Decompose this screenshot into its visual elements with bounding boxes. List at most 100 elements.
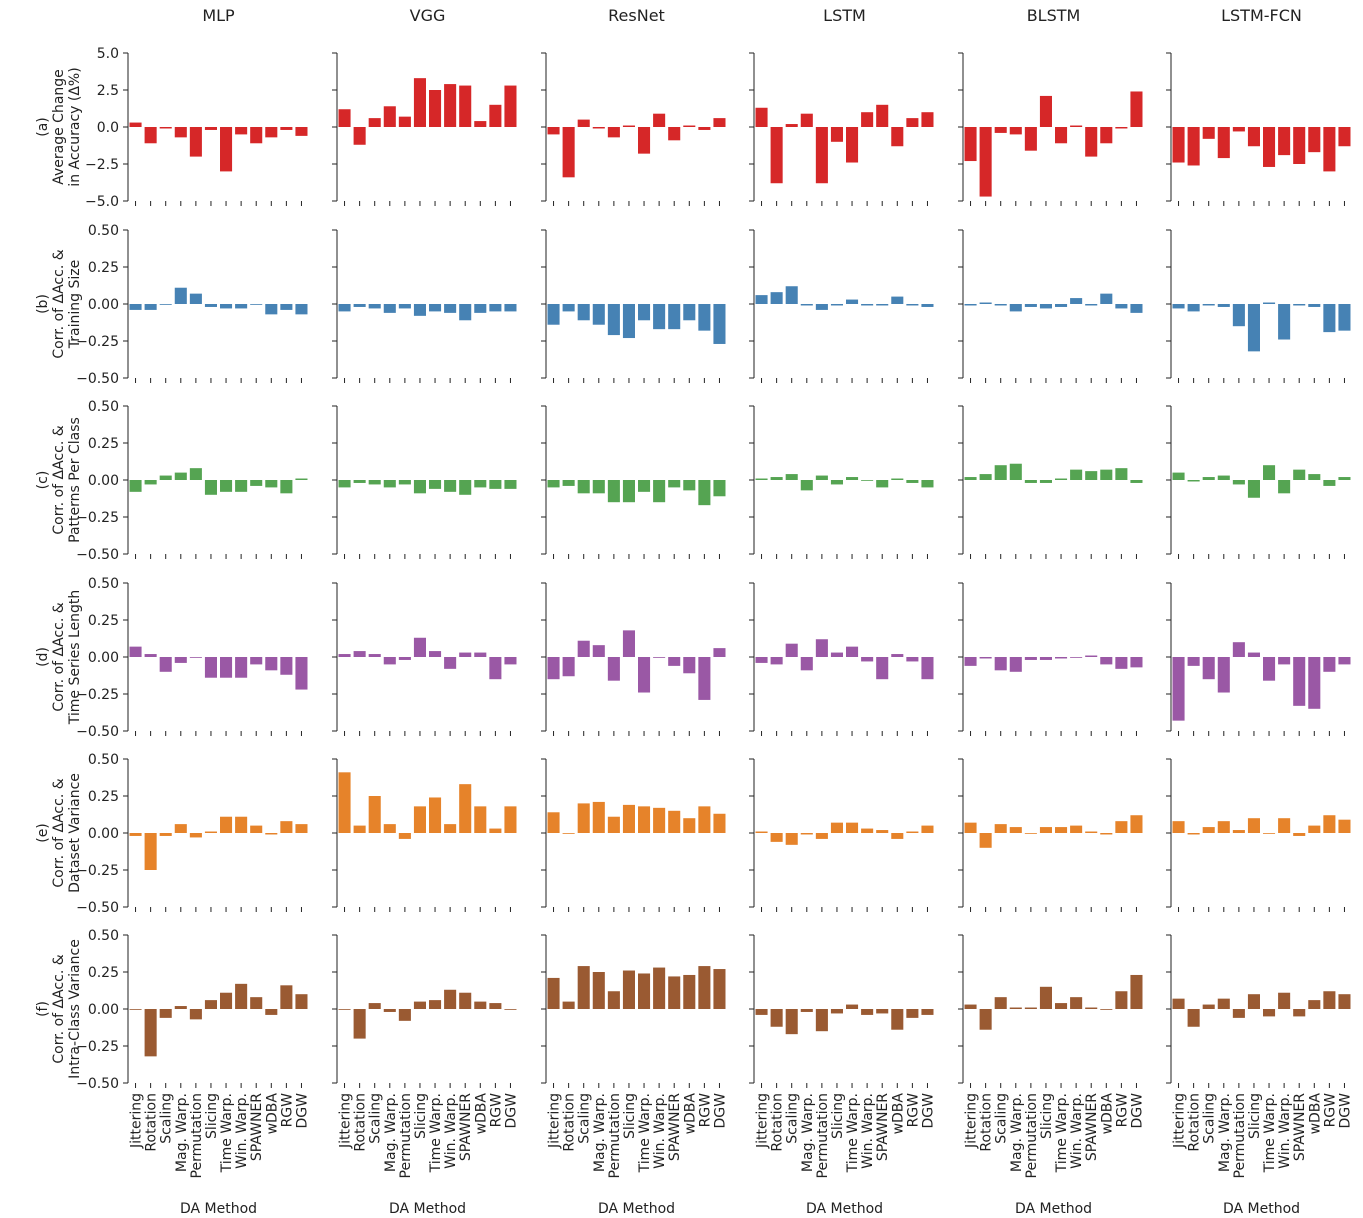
bar [668,304,681,330]
panel-blstm-row-5: Jittering Rotation Scaling Mag. Warp. Permut… [958,934,1145,1217]
bar [444,480,457,492]
bar [846,127,859,163]
bar [295,127,308,136]
y-tick-label: −0.50 [76,724,119,740]
bar [668,657,681,666]
bar [1172,127,1185,163]
bar [504,85,517,127]
bar [1217,657,1230,693]
bar [1130,304,1143,313]
bar [1217,998,1230,1009]
bar [338,654,351,657]
bar [906,118,919,127]
bar [383,106,396,127]
bar [592,972,605,1009]
panel-lstm-fcn-row-0 [1166,52,1351,206]
x-axis-label: DA Method [806,1201,883,1217]
bar [474,480,487,488]
bar [235,657,248,678]
bar [159,127,172,129]
bar [295,824,308,833]
bar [489,657,502,680]
y-tick-label: −5.0 [85,194,119,210]
bar [562,304,575,312]
bar [1070,657,1083,658]
x-tick-label: Permutation [607,1093,623,1178]
bar [338,304,351,312]
bar [144,654,157,657]
bar [1172,472,1185,480]
bar [1202,304,1215,306]
bar [1055,478,1068,480]
bar [220,816,233,833]
bar [994,465,1007,480]
panel-lstm-row-5: Jittering Rotation Scaling Mag. Warp. Permut… [749,934,936,1217]
bar [562,1001,575,1009]
bar [1338,477,1351,480]
panel-lstm-fcn-row-3 [1166,582,1351,736]
bar [1323,815,1336,833]
bar [800,1009,813,1012]
bar [204,304,217,307]
bar [1338,994,1351,1009]
y-tick-label: −0.50 [76,547,119,563]
x-tick-label: Permutation [1232,1093,1248,1178]
bar [159,657,172,672]
x-tick-label: SPAWNER [1084,1093,1100,1161]
bar [876,304,889,306]
bar [1009,1007,1022,1009]
bar [713,813,726,833]
bar [921,304,934,307]
bar [174,1006,187,1009]
bar [592,304,605,325]
bar [1024,1007,1037,1009]
bar [265,127,278,138]
bar [220,304,233,309]
bar [815,127,828,184]
y-tick-label: 0.25 [88,965,119,981]
x-tick-label: Scaling [994,1093,1010,1144]
x-tick-label: Scaling [159,1093,175,1144]
bar [906,657,919,662]
bar [368,304,381,309]
bar [1039,986,1052,1009]
bar [1055,127,1068,144]
bar [1009,463,1022,480]
bar [429,304,442,312]
bar [504,480,517,489]
panel-lstm-fcn-row-5: Jittering Rotation Scaling Mag. Warp. Permut… [1166,934,1353,1217]
y-tick-label: −0.25 [76,687,119,703]
bar [1202,1004,1215,1009]
x-tick-label: Mag. Warp. [592,1093,608,1172]
x-axis-label: DA Method [1015,1201,1092,1217]
bar [698,966,711,1009]
bar [1100,833,1113,835]
bar [1323,657,1336,672]
bar [755,107,768,127]
y-tick-label: 0.25 [88,613,119,629]
bar [1217,475,1230,480]
bar [265,304,278,315]
bar [368,1003,381,1009]
bar [653,480,666,503]
bar [800,480,813,491]
panel-resnet-row-2 [541,405,726,559]
bar [994,824,1007,833]
bar [159,1009,172,1018]
bar [653,657,666,658]
bar [338,1009,351,1010]
bar [413,78,426,127]
y-tick-label: 0.50 [88,576,119,592]
bar [668,480,681,488]
bar [577,803,590,833]
bar [413,637,426,657]
x-tick-label: Win. Warp. [234,1093,250,1169]
bar [1308,127,1321,153]
x-tick-label: Rotation [1187,1093,1203,1152]
bar [876,104,889,127]
row-label-line: (e) [35,823,51,843]
y-tick-label: −0.25 [76,334,119,350]
bar [592,801,605,833]
bar [562,127,575,178]
column-title: VGG [410,6,446,25]
